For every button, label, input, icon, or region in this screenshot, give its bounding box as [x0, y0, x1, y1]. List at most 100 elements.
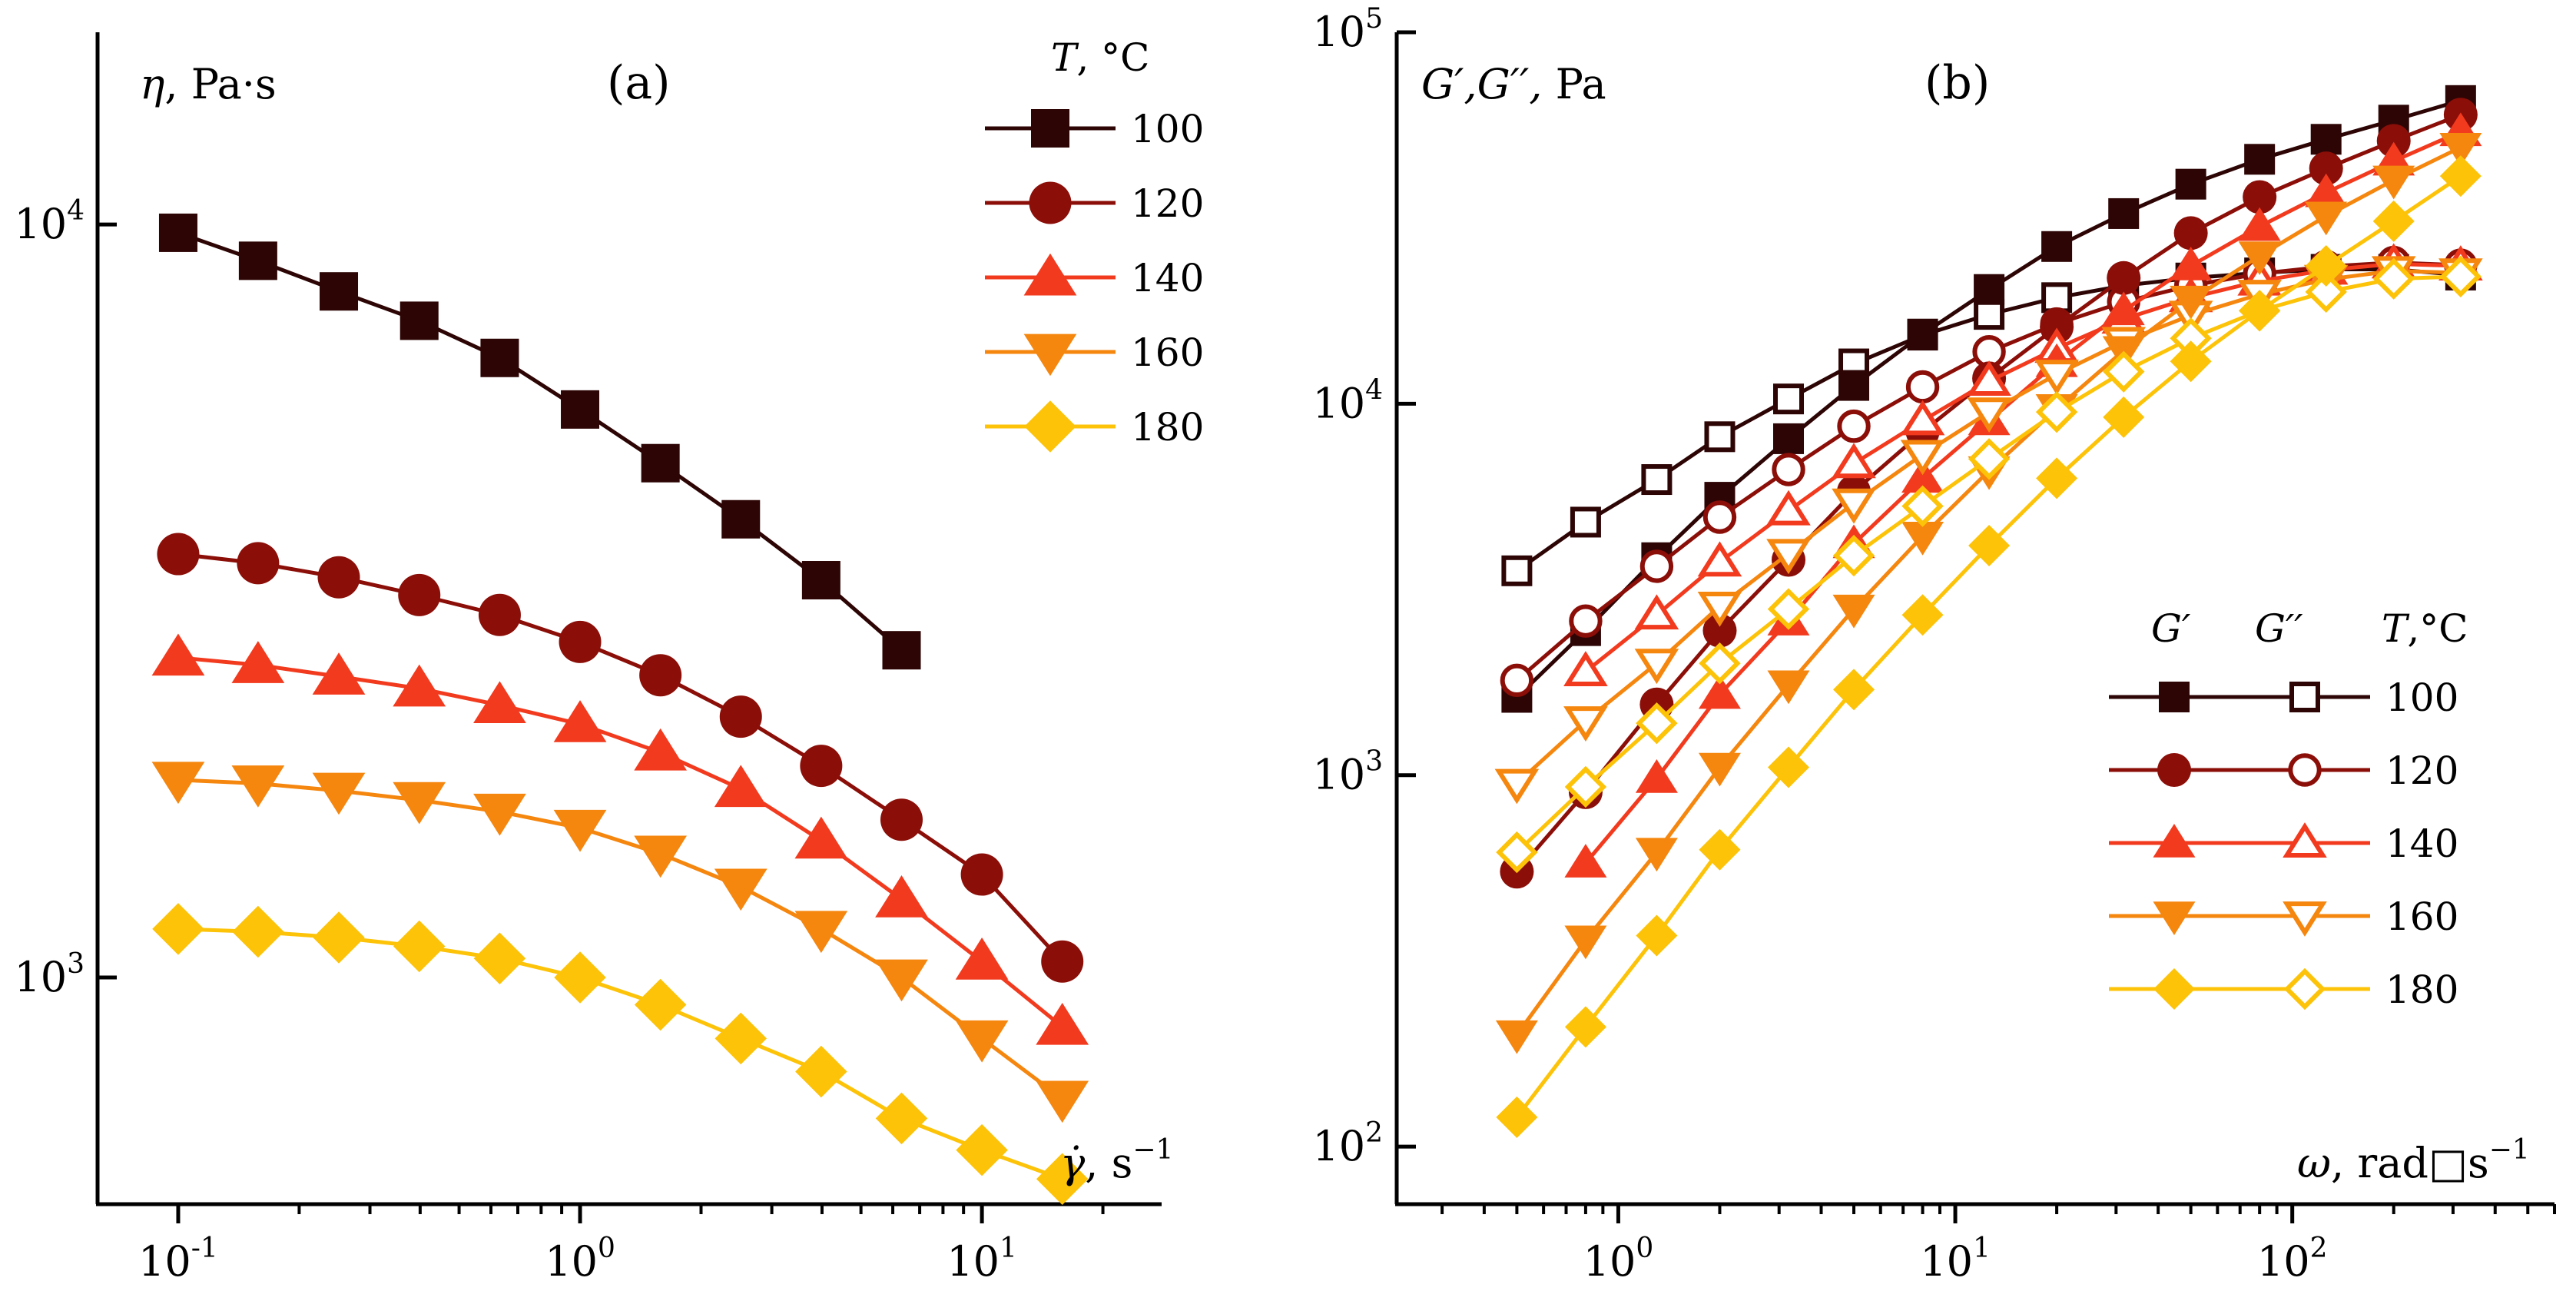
panel-a-y-tick-label: 104	[14, 195, 85, 248]
panel-a-legend-marker-160	[1023, 334, 1077, 377]
panel-b-loss-point-160	[1766, 539, 1811, 575]
panel-a-point-160	[151, 762, 205, 805]
panel-b-loss-point-160	[1697, 591, 1742, 627]
panel-b-storage-point-160	[1767, 670, 1810, 705]
panel-b-legend-label-140: 140	[2385, 821, 2458, 866]
panel-b-storage-point-100	[2175, 168, 2206, 200]
panel-a-point-180	[152, 903, 204, 955]
panel-a-point-100	[641, 443, 680, 483]
panel-b-legend-filled-marker-100	[2159, 682, 2190, 712]
panel-b-y-tick-label: 102	[1312, 1117, 1383, 1170]
panel-b-loss-point-100	[1501, 555, 1533, 586]
panel-b-storage-point-180	[1833, 669, 1875, 711]
panel-a-point-160	[473, 793, 526, 836]
panel-b-legend-filled-marker-180	[2153, 968, 2195, 1010]
panel-b-legend: 100 120 140 160 180	[2109, 675, 2458, 1012]
panel-b-loss-point-120	[1639, 549, 1674, 583]
panel-b-storage-point-100	[2041, 231, 2073, 262]
panel-b-loss-point-120	[1772, 453, 1805, 486]
panel-b-storage-point-120	[2243, 180, 2277, 214]
panel-b-x-tick-label: 100	[1583, 1233, 1654, 1286]
panel-a-point-180	[1036, 1153, 1089, 1205]
panel-a-point-140	[634, 728, 688, 771]
panel-a-point-140	[794, 816, 848, 859]
panel-a-series-line-120	[177, 552, 1064, 963]
panel-a-point-140	[312, 652, 366, 695]
panel-b-storage-point-140	[2238, 207, 2281, 241]
panel-b-legend-label-120: 120	[2385, 748, 2458, 793]
panel-b-storage-point-160	[1698, 752, 1741, 787]
panel-b-storage-point-180	[1636, 914, 1678, 957]
panel-a-point-120	[398, 573, 441, 616]
panel-a-legend-marker-100	[1031, 109, 1069, 148]
panel-b-loss-point-160	[1967, 397, 2011, 433]
panel-a-series-line-160	[177, 778, 1064, 1100]
panel-b-loss-point-120	[1500, 663, 1534, 698]
panel-a-point-120	[639, 654, 682, 697]
panel-b-loss-point-160	[1634, 649, 1679, 685]
panel-a-point-160	[875, 959, 928, 1002]
panel-b-loss-point-180	[2439, 255, 2482, 298]
panel-b-storage-point-140	[1635, 758, 1678, 793]
panel-b-storage-point-160	[2372, 165, 2415, 200]
panel-b-storage-point-180	[1768, 746, 1810, 788]
panel-b-legend-header-gprime: G′	[2151, 606, 2191, 651]
panel-b-legend-open-marker-180	[2283, 967, 2326, 1011]
panel-a-point-120	[237, 542, 280, 585]
panel-a-point-180	[232, 905, 284, 958]
panel-b-legend-label-180: 180	[2385, 967, 2458, 1012]
panel-b-storage-point-160	[1564, 925, 1607, 960]
panel-b-y-tick-label: 105	[1312, 3, 1383, 56]
panel-b-x-axis-label: ω, rad□s−1	[2297, 1134, 2530, 1187]
panel-b-legend-open-marker-120	[2288, 753, 2322, 787]
panel-b-x-tick-label: 102	[2257, 1233, 2328, 1286]
panel-b-storage-point-120	[2309, 151, 2343, 186]
panel-b-storage-point-160	[1635, 838, 1678, 872]
panel-b-loss-point-100	[1704, 421, 1736, 453]
panel-b-storage-point-100	[2310, 124, 2342, 155]
panel-b-storage-point-100	[1974, 274, 2005, 305]
panel-b-loss-point-160	[1900, 440, 1945, 476]
panel-a-legend-marker-140	[1023, 253, 1077, 296]
panel-b-storage-point-100	[2108, 197, 2140, 229]
panel-b-loss-point-180	[2372, 257, 2415, 300]
panel-a-point-140	[553, 700, 607, 742]
panel-b-storage-point-140	[1901, 459, 1944, 493]
panel-a-point-140	[875, 875, 928, 918]
panel-b-loss-point-140	[1967, 360, 2011, 396]
panel-a-x-tick-label: 101	[947, 1233, 1017, 1286]
panel-b-loss-point-120	[1702, 500, 1737, 534]
panel-b-loss-point-180	[1968, 438, 2011, 480]
panel-a-x-tick-label: 100	[545, 1233, 615, 1286]
panel-a-legend-title: T, °C	[1051, 35, 1149, 80]
panel-b-loss-point-120	[1905, 370, 1940, 404]
panel-a-legend-label-100: 100	[1131, 107, 1204, 151]
panel-a-point-140	[151, 633, 205, 676]
panel-b-loss-point-140	[1634, 594, 1679, 630]
panel-b-loss-point-180	[2035, 390, 2078, 433]
panel-b-x-tick-label: 101	[1920, 1233, 1991, 1286]
panel-a-point-160	[1036, 1080, 1089, 1123]
panel-b-storage-point-180	[1901, 594, 1944, 636]
panel-a-point-180	[313, 911, 365, 964]
panel-b-label: (b)	[1925, 56, 1990, 110]
panel-b-loss-point-140	[1900, 400, 1945, 436]
panel-b-legend-open-marker-100	[2289, 682, 2320, 712]
panel-b-storage-point-180	[2170, 340, 2212, 383]
panel-b-loss-point-180	[1699, 642, 1741, 685]
panel-b-loss-point-180	[1636, 702, 1678, 745]
panel-a-point-140	[1036, 1002, 1089, 1045]
panel-b-loss-point-100	[1773, 383, 1805, 415]
panel-a-point-160	[955, 1020, 1009, 1063]
panel-a-point-180	[956, 1123, 1008, 1177]
panel-a-point-100	[158, 213, 197, 252]
panel-b-storage-point-180	[1496, 1096, 1538, 1138]
panel-b-storage-point-160	[2238, 241, 2281, 276]
panel-a-point-180	[393, 920, 446, 973]
panel-a-point-100	[882, 631, 921, 670]
panel-b-storage-point-160	[1495, 1020, 1538, 1054]
panel-b-y-axis-label: G′,G′′, Pa	[1421, 60, 1606, 108]
panel-a-point-140	[714, 765, 767, 808]
panel-b-storage-point-180	[1968, 525, 2011, 567]
panel-b-storage-point-100	[1773, 423, 1805, 454]
